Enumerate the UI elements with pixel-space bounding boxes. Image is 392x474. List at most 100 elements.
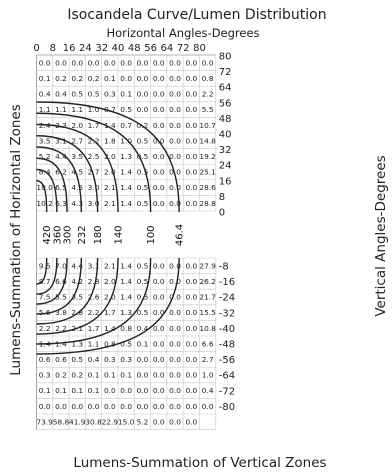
isocandela-value-label: 232: [77, 225, 88, 244]
cell-value: 14.8: [199, 136, 216, 145]
cell-value: 0.0: [55, 58, 67, 67]
cell-value: 1.3: [120, 152, 132, 161]
x-tick-label: 80: [193, 43, 206, 54]
cell-value: 2.3: [55, 121, 67, 130]
cell-value: 6.6: [55, 277, 67, 286]
cell-value: 1.1: [88, 339, 100, 348]
cell-value: 10.2: [36, 199, 52, 208]
cell-value: 9.5: [39, 261, 51, 270]
cell-value: 1.1: [55, 105, 67, 114]
cell-value: 0.0: [137, 402, 149, 411]
y-tick-label: 64: [219, 83, 232, 94]
cell-value: 0.1: [88, 371, 100, 380]
cell-value: 2.1: [104, 199, 116, 208]
cell-value: 19.2: [199, 152, 215, 161]
cell-value: 1.4: [120, 277, 132, 286]
y-tick-label: 0: [219, 208, 225, 219]
cell-value: 0.5: [88, 90, 100, 99]
cell-value: 0.0: [153, 74, 165, 83]
cell-value: 0.0: [137, 90, 149, 99]
y-tick-label: 16: [219, 176, 232, 187]
cell-value: 0.1: [104, 74, 116, 83]
cell-value: 0.0: [120, 386, 132, 395]
cell-value: 5.6: [39, 308, 51, 317]
cell-value: 0.0: [88, 402, 100, 411]
cell-value: 0.0: [153, 293, 165, 302]
cell-value: 0.0: [55, 402, 67, 411]
cell-value: 0.0: [153, 355, 165, 364]
cell-value: 0.0: [185, 74, 197, 83]
isocandela-value-label: 100: [146, 225, 157, 244]
cell-value: 0.0: [185, 386, 197, 395]
cell-value: 26.2: [199, 277, 215, 286]
cell-value: 5.2: [39, 152, 51, 161]
x-axis-title: Horizontal Angles-Degrees: [106, 26, 259, 40]
cell-value: 1.1: [71, 105, 83, 114]
cell-value: 0.0: [71, 58, 83, 67]
y-tick-label: 80: [219, 52, 232, 63]
cell-value: 0.5: [137, 277, 149, 286]
isocandela-curve-upper: [36, 135, 99, 213]
cell-value: 0.0: [137, 105, 149, 114]
cell-value: 0.2: [71, 74, 83, 83]
x-tick-label: 56: [144, 43, 157, 54]
isocandela-curve-upper: [36, 157, 68, 213]
cell-value: 0.0: [169, 58, 181, 67]
isocandela-curves: [36, 101, 180, 355]
cell-value: 1.8: [104, 136, 116, 145]
cell-value: 5.5: [55, 293, 67, 302]
y-tick-label: -24: [219, 293, 235, 304]
cell-value: 2.0: [104, 293, 116, 302]
cell-value: 28.6: [199, 183, 216, 192]
cell-value: 0.0: [169, 371, 181, 380]
cell-value: 0.5: [137, 168, 149, 177]
y-tick-labels: 80726456484032241680-8-16-24-32-40-48-56…: [219, 52, 235, 413]
cell-value: 0.0: [185, 121, 197, 130]
cell-value: 15.0: [118, 417, 135, 426]
cell-value: 25.1: [199, 168, 216, 177]
cell-value: 2.1: [104, 261, 116, 270]
cell-value: 0.0: [185, 105, 197, 114]
y-tick-label: 8: [219, 192, 225, 203]
cell-value: 0.0: [71, 402, 83, 411]
cell-value: 0.0: [185, 58, 197, 67]
isocandela-value-label: 180: [93, 225, 104, 244]
cell-value: 0.0: [153, 58, 165, 67]
x-tick-label: 72: [177, 43, 190, 54]
cell-value: 0.0: [185, 402, 197, 411]
cell-value: 0.0: [153, 168, 165, 177]
cell-value: 0.0: [153, 417, 165, 426]
cell-value: 0.0: [153, 339, 165, 348]
cell-value: 1.4: [55, 339, 67, 348]
x-tick-label: 32: [95, 43, 108, 54]
isocandela-value-label: 360: [52, 225, 63, 244]
cell-value: 0.0: [169, 168, 181, 177]
cell-value: 0.2: [88, 74, 100, 83]
bottom-axis-label: Lumens-Summation of Vertical Zones: [73, 455, 326, 471]
cell-value: 0.1: [120, 371, 132, 380]
cell-value: 0.0: [185, 324, 197, 333]
cell-value: 0.0: [169, 90, 181, 99]
cell-value: 0.0: [169, 339, 181, 348]
cell-value: 4.3: [71, 199, 83, 208]
cell-value: 8.7: [39, 277, 51, 286]
cell-value: 0.5: [137, 136, 149, 145]
y-tick-label: -8: [219, 262, 229, 273]
cell-value: 2.6: [88, 293, 100, 302]
isocandela-curve-lower: [36, 257, 68, 305]
cell-value: 0.4: [88, 355, 100, 364]
cell-value: 1.4: [120, 199, 132, 208]
x-tick-label: 48: [128, 43, 141, 54]
cell-value: 0.0: [185, 168, 197, 177]
cell-value: 0.5: [71, 355, 83, 364]
cell-value: 0.0: [169, 152, 181, 161]
cell-value: 0.0: [169, 355, 181, 364]
cell-value: 0.0: [185, 183, 197, 192]
cell-value: 21.7: [199, 293, 216, 302]
cell-value: 3.5: [71, 152, 83, 161]
cell-value: 2.0: [71, 121, 83, 130]
y-tick-label: -16: [219, 277, 235, 288]
cell-value: 0.2: [55, 74, 67, 83]
cell-value: 0.6: [55, 355, 67, 364]
